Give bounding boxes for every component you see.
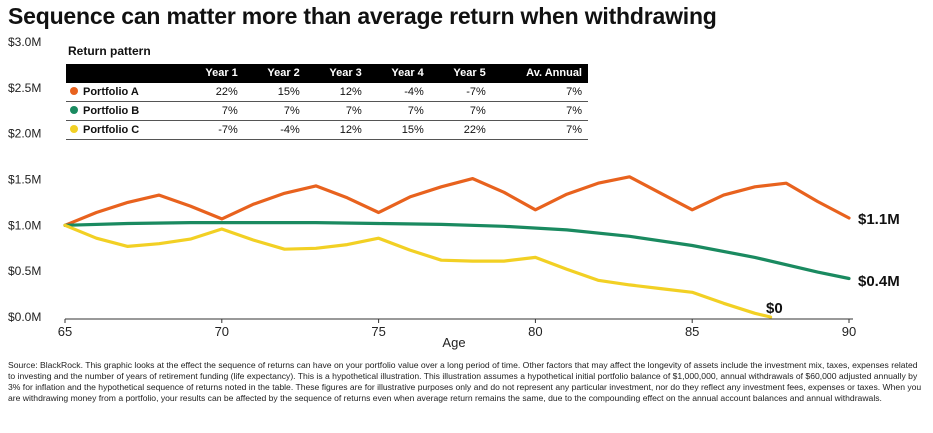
x-tick-label: 80: [528, 324, 542, 339]
table-row-portfolio-c: Portfolio C -7% -4% 12% 15% 22% 7%: [66, 120, 588, 140]
chart-title: Sequence can matter more than average re…: [8, 3, 717, 29]
y-tick-label: $2.0M: [8, 127, 41, 141]
portfolio-c-dot-icon: [70, 125, 78, 133]
y-tick-label: $2.5M: [8, 81, 41, 95]
portfolio-c-name: Portfolio C: [83, 124, 140, 136]
table-cell: 12%: [305, 120, 368, 140]
series-line-portfolio-a: [63, 175, 851, 227]
header-year-3: Year 3: [305, 64, 368, 83]
x-tick-label: 85: [685, 324, 699, 339]
table-cell: -7%: [429, 83, 492, 102]
source-note: Source: BlackRock. This graphic looks at…: [8, 360, 922, 403]
header-year-5: Year 5: [429, 64, 492, 83]
x-tick-label: 90: [842, 324, 856, 339]
portfolio-b-dot-icon: [70, 106, 78, 114]
series-end-label: $0.4M: [858, 273, 900, 290]
table-cell: 7%: [181, 101, 244, 121]
table-cell: 7%: [367, 101, 430, 121]
y-tick-label: $1.5M: [8, 173, 41, 187]
series-end-label: $0: [766, 300, 783, 317]
header-av-annual: Av. Annual: [491, 64, 588, 83]
table-cell: 7%: [429, 101, 492, 121]
y-tick-label: $0.0M: [8, 310, 41, 324]
series-end-label: $1.1M: [858, 211, 900, 228]
portfolio-a-dot-icon: [70, 87, 78, 95]
table-header-row: Year 1 Year 2 Year 3 Year 4 Year 5 Av. A…: [66, 64, 588, 83]
series-line-portfolio-b: [63, 221, 851, 281]
y-tick-label: $3.0M: [8, 35, 41, 49]
header-year-4: Year 4: [367, 64, 430, 83]
table-cell: 7%: [491, 83, 588, 102]
x-tick-label: 70: [215, 324, 229, 339]
table-cell: -4%: [367, 83, 430, 102]
table-cell: 7%: [243, 101, 306, 121]
table-cell: 7%: [491, 101, 588, 121]
portfolio-b-name: Portfolio B: [83, 105, 140, 117]
return-pattern-table: Year 1 Year 2 Year 3 Year 4 Year 5 Av. A…: [66, 64, 588, 140]
table-cell: -4%: [243, 120, 306, 140]
x-tick-label: 75: [371, 324, 385, 339]
table-cell: -7%: [181, 120, 244, 140]
table-cell: 7%: [491, 120, 588, 140]
table-row-portfolio-b: Portfolio B 7% 7% 7% 7% 7% 7%: [66, 101, 588, 121]
portfolio-a-name: Portfolio A: [83, 86, 139, 98]
table-cell: 22%: [429, 120, 492, 140]
table-caption: Return pattern: [68, 44, 151, 58]
table-cell: 12%: [305, 83, 368, 102]
header-year-1: Year 1: [181, 64, 244, 83]
x-axis-label: Age: [442, 335, 465, 350]
table-cell: 22%: [181, 83, 244, 102]
table-cell: 7%: [305, 101, 368, 121]
series-line-portfolio-c: [63, 223, 773, 319]
y-tick-label: $0.5M: [8, 264, 41, 278]
table-cell: 15%: [367, 120, 430, 140]
header-year-2: Year 2: [243, 64, 306, 83]
y-tick-label: $1.0M: [8, 218, 41, 232]
header-blank: [66, 64, 182, 83]
table-cell: 15%: [243, 83, 306, 102]
x-tick-label: 65: [58, 324, 72, 339]
table-row-portfolio-a: Portfolio A 22% 15% 12% -4% -7% 7%: [66, 83, 588, 102]
